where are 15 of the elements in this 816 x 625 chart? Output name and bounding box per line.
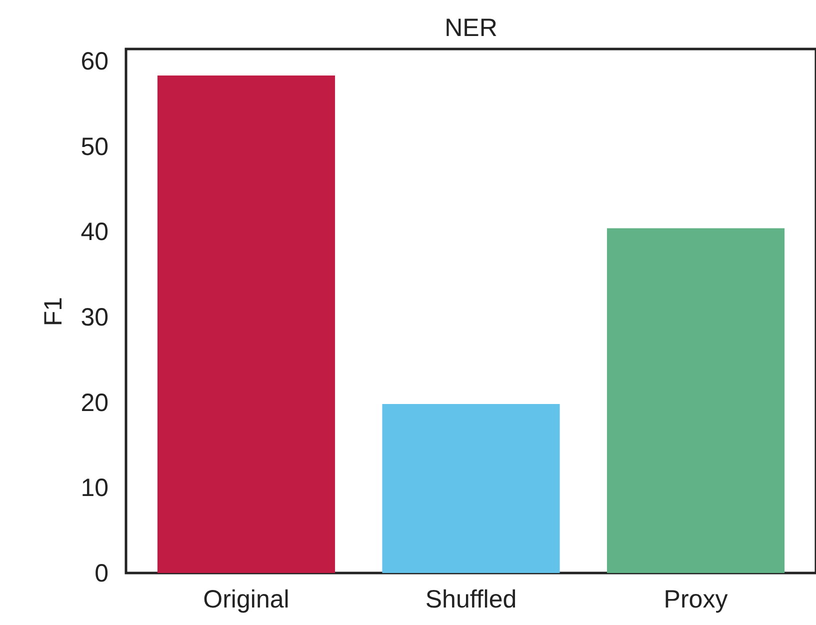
x-tick-label: Shuffled <box>425 586 517 614</box>
bar <box>382 404 560 573</box>
y-tick-label: 20 <box>80 388 108 417</box>
y-tick-label: 40 <box>80 218 108 246</box>
y-tick-label: 60 <box>80 47 108 76</box>
bar <box>606 228 785 573</box>
y-tick-label: 0 <box>94 560 108 588</box>
y-tick-label: 30 <box>80 303 108 332</box>
x-tick-label: Original <box>203 586 290 614</box>
bar <box>157 75 336 573</box>
y-tick-label: 10 <box>80 474 108 502</box>
x-tick-label: Proxy <box>664 586 728 614</box>
chart-title: NER <box>444 14 498 42</box>
y-axis-title: F1 <box>40 296 68 326</box>
y-tick-label: 50 <box>80 132 108 161</box>
